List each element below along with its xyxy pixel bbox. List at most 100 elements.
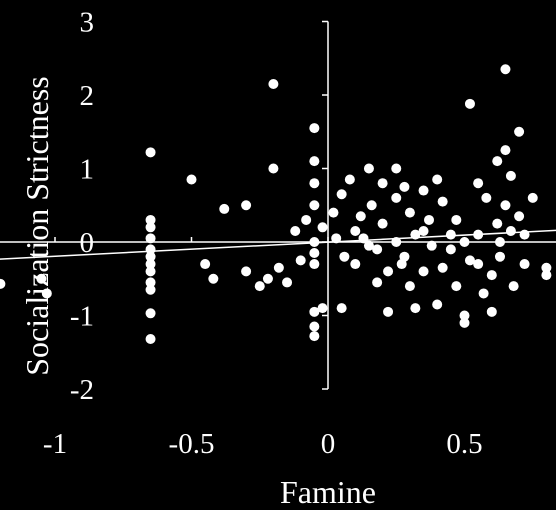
data-point <box>437 262 448 273</box>
data-point <box>505 225 516 236</box>
data-point <box>36 273 47 284</box>
data-point <box>328 207 339 218</box>
data-point <box>241 200 252 211</box>
data-point <box>145 284 156 295</box>
data-point <box>336 189 347 200</box>
data-point <box>309 123 320 134</box>
data-point <box>399 181 410 192</box>
data-point <box>418 225 429 236</box>
data-point <box>268 163 279 174</box>
data-point <box>508 281 519 292</box>
data-point <box>317 303 328 314</box>
data-point <box>372 244 383 255</box>
data-point <box>500 145 511 156</box>
data-point <box>350 225 361 236</box>
data-point <box>331 233 342 244</box>
x-tick-label: -0.5 <box>169 428 215 460</box>
data-point <box>363 240 374 251</box>
data-point <box>514 211 525 222</box>
data-point <box>464 98 475 109</box>
data-point <box>391 237 402 247</box>
data-point <box>186 174 197 185</box>
data-point <box>492 218 503 229</box>
data-point <box>432 174 443 185</box>
data-point <box>445 229 456 240</box>
data-point <box>301 214 312 225</box>
y-tick-label: 3 <box>80 7 95 39</box>
data-point <box>145 277 156 288</box>
data-point <box>309 248 320 259</box>
data-point <box>481 192 492 203</box>
data-point <box>254 281 265 292</box>
data-point <box>410 303 421 314</box>
data-point <box>473 178 484 189</box>
data-point <box>290 225 301 236</box>
data-point <box>514 126 525 137</box>
data-point <box>309 200 320 211</box>
data-point <box>459 317 470 328</box>
data-point <box>527 192 538 203</box>
data-point <box>145 334 156 345</box>
data-point <box>377 218 388 229</box>
data-point <box>339 251 350 262</box>
data-point <box>377 178 388 189</box>
data-point <box>404 207 415 218</box>
data-point <box>410 229 421 240</box>
data-point <box>424 214 435 225</box>
data-point <box>309 178 320 189</box>
data-point <box>372 277 383 288</box>
x-tick-label: -1 <box>43 428 67 460</box>
data-point <box>451 214 462 225</box>
data-point <box>473 229 484 240</box>
data-point <box>426 240 437 251</box>
data-point <box>478 288 489 299</box>
data-point <box>145 214 156 225</box>
data-point <box>418 266 429 277</box>
data-point <box>309 306 320 317</box>
data-point <box>145 147 156 158</box>
data-point <box>145 259 156 270</box>
data-point <box>41 288 52 299</box>
data-point <box>0 278 6 289</box>
y-axis-title: Socialization Strictness <box>19 76 55 376</box>
data-point <box>500 64 511 75</box>
data-point <box>145 308 156 319</box>
data-point <box>464 255 475 266</box>
data-point <box>295 255 306 266</box>
data-point <box>309 321 320 332</box>
data-point <box>309 237 320 247</box>
data-point <box>494 237 505 247</box>
data-point <box>145 266 156 277</box>
data-point <box>541 270 552 281</box>
y-tick-label: -2 <box>70 374 94 406</box>
data-point <box>363 163 374 174</box>
data-points <box>0 64 552 345</box>
data-point <box>399 251 410 262</box>
x-axis-title: Famine <box>280 474 376 510</box>
data-point <box>459 310 470 321</box>
data-point <box>309 259 320 270</box>
y-tick-label: 2 <box>80 80 95 112</box>
data-point <box>451 281 462 292</box>
x-tick-labels: -1.5-1-0.500.511.5 <box>43 428 483 460</box>
data-point <box>273 262 284 273</box>
data-point <box>366 200 377 211</box>
data-point <box>519 229 530 240</box>
data-point <box>432 299 443 310</box>
data-point <box>268 78 279 89</box>
data-point <box>262 273 273 284</box>
data-point <box>208 273 219 284</box>
data-point <box>282 277 293 288</box>
data-point <box>336 303 347 314</box>
data-point <box>383 306 394 317</box>
data-point <box>350 259 361 270</box>
data-point <box>418 185 429 196</box>
data-point <box>486 270 497 281</box>
data-point <box>309 156 320 167</box>
x-tick-label: 0 <box>321 428 336 460</box>
data-point <box>355 211 366 222</box>
data-point <box>445 244 456 255</box>
data-point <box>309 331 320 342</box>
data-point <box>200 259 211 270</box>
